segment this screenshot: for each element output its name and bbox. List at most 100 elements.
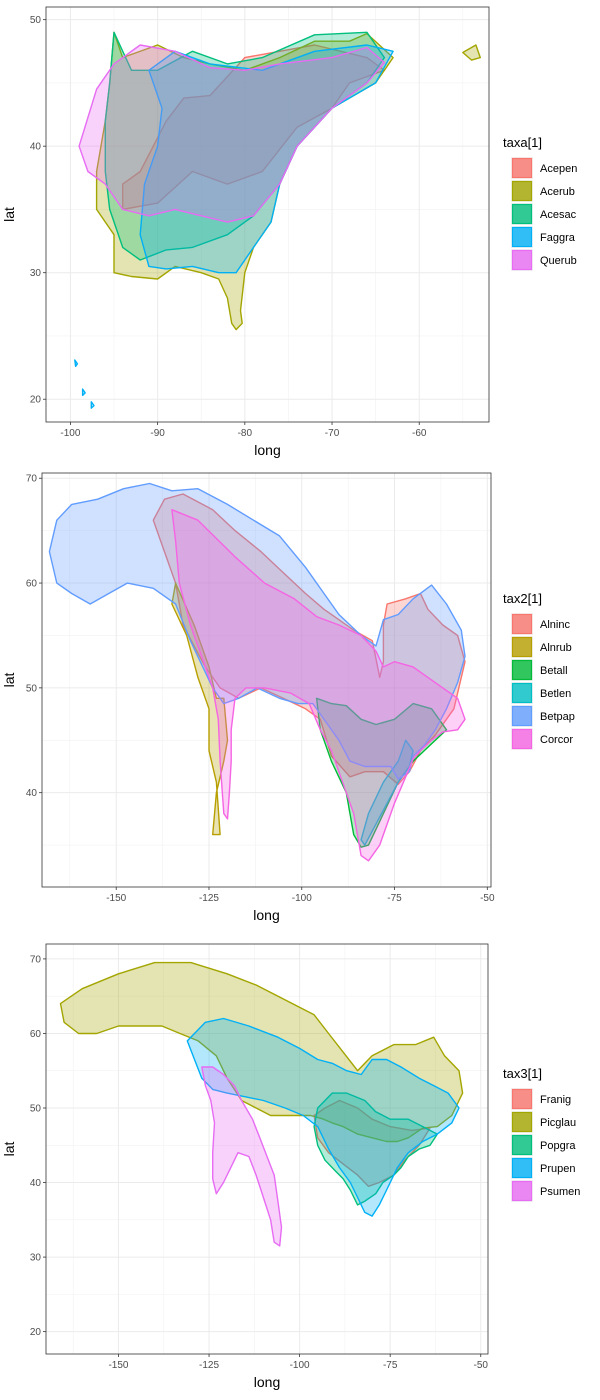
y-axis-title: lat (1, 207, 17, 222)
plot-border (41, 472, 492, 888)
range-polygon-corcor (171, 509, 466, 862)
legend-item-acesac: Acesac (511, 203, 577, 225)
x-tick-label: -125 (199, 893, 219, 904)
range-polygon-acepen (121, 44, 386, 211)
legend-title: tax3[1] (503, 1066, 542, 1081)
plot-background (42, 473, 491, 887)
legend-swatch (511, 682, 533, 704)
legend-swatch (511, 728, 533, 750)
legend-item-alnrub: Alnrub (511, 636, 572, 658)
y-axis-title: lat (1, 1142, 17, 1157)
x-tick-label: -75 (383, 1360, 398, 1371)
x-axis-title: long (254, 1374, 280, 1390)
legend-swatch (511, 636, 533, 658)
range-prupen (186, 1017, 460, 1217)
y-tick-label: 40 (26, 788, 38, 799)
legend-label: Acerub (540, 186, 575, 198)
x-tick-label: -90 (150, 428, 165, 439)
y-tick-label: 30 (30, 1253, 42, 1264)
x-tick-label: -75 (387, 893, 402, 904)
legend-swatch (511, 613, 533, 635)
legend-swatch (511, 1088, 533, 1110)
range-polygon-popgra (313, 1092, 438, 1206)
legend-swatch (511, 249, 533, 271)
y-tick-label: 40 (30, 1178, 42, 1189)
x-tick-label: -50 (480, 893, 495, 904)
legend-label: Franig (540, 1094, 571, 1106)
plot-background (46, 7, 489, 422)
legend-item-querub: Querub (511, 249, 577, 271)
plot-border (45, 6, 490, 423)
legend-label: Betall (540, 665, 568, 677)
legend-label: Acesac (540, 209, 577, 221)
legend-label: Alninc (540, 619, 570, 631)
y-tick-label: 60 (30, 1029, 42, 1040)
legend-title: taxa[1] (503, 135, 542, 150)
legend-label: Picglau (540, 1117, 576, 1129)
legend-swatch (511, 1157, 533, 1179)
range-polygon-faggra (90, 401, 95, 409)
x-tick-label: -150 (108, 1360, 128, 1371)
range-acerub (95, 31, 481, 331)
legend-item-popgra: Popgra (511, 1134, 576, 1156)
legend-swatch (511, 1180, 533, 1202)
legend-label: Psumen (540, 1186, 580, 1198)
y-tick-label: 70 (30, 954, 42, 965)
range-acepen (121, 44, 386, 211)
range-polygon-acerub (462, 44, 481, 61)
legend: tax2[1] Alninc Alnrub Betall Betlen Betpap Cor… (503, 591, 575, 750)
range-franig (313, 1099, 431, 1188)
y-tick-label: 20 (30, 395, 42, 406)
legend-swatch (511, 1111, 533, 1133)
legend-swatch (511, 226, 533, 248)
legend-swatch (511, 203, 533, 225)
legend-item-prupen: Prupen (511, 1157, 575, 1179)
legend-label: Prupen (540, 1163, 575, 1175)
legend-swatch (511, 180, 533, 202)
x-tick-label: -60 (412, 428, 427, 439)
legend-item-betlen: Betlen (511, 682, 571, 704)
y-tick-label: 60 (26, 579, 38, 590)
legend-item-picglau: Picglau (511, 1111, 576, 1133)
y-tick-label: 50 (26, 683, 38, 694)
x-axis-title: long (254, 442, 280, 458)
legend-label: Faggra (540, 232, 576, 244)
chart-panel-3: -150 -125 -100 -75 -50 20 30 40 50 60 70 long lat tax… (1, 943, 580, 1390)
range-polygon-querub (78, 44, 386, 223)
legend-item-corcor: Corcor (511, 728, 573, 750)
chart-panel-2: -150 -125 -100 -75 -50 40 50 60 70 long lat tax2[1]… (1, 472, 575, 923)
x-tick-label: -100 (290, 1360, 310, 1371)
x-tick-label: -100 (60, 428, 80, 439)
x-axis-title: long (253, 907, 279, 923)
legend-item-betpap: Betpap (511, 705, 575, 727)
y-tick-label: 30 (30, 268, 42, 279)
range-corcor (171, 509, 466, 862)
x-tick-label: -50 (474, 1360, 489, 1371)
plot-background (46, 944, 488, 1354)
plot-border (45, 943, 489, 1355)
range-betall (315, 697, 448, 848)
range-polygon-picglau (59, 961, 464, 1143)
y-tick-label: 50 (30, 15, 42, 26)
x-tick-label: -70 (325, 428, 340, 439)
range-popgra (313, 1092, 438, 1206)
range-polygon-alninc (152, 493, 466, 785)
legend: taxa[1] Acepen Acerub Acesac Faggra Querub (503, 135, 577, 271)
legend-label: Betlen (540, 688, 571, 700)
range-polygon-acerub (95, 31, 394, 331)
range-polygon-betpap (48, 482, 466, 780)
legend-item-psumen: Psumen (511, 1180, 580, 1202)
range-polygon-psumen (201, 1066, 283, 1247)
y-tick-label: 50 (30, 1104, 42, 1115)
range-polygon-faggra (74, 359, 79, 367)
range-betpap (48, 482, 466, 780)
y-axis-title: lat (1, 673, 17, 688)
range-alninc (152, 493, 466, 785)
legend-label: Acepen (540, 163, 577, 175)
legend-title: tax2[1] (503, 591, 542, 606)
range-polygon-prupen (186, 1017, 460, 1217)
x-tick-label: -125 (199, 1360, 219, 1371)
legend-label: Popgra (540, 1140, 576, 1152)
range-picglau (59, 961, 464, 1143)
